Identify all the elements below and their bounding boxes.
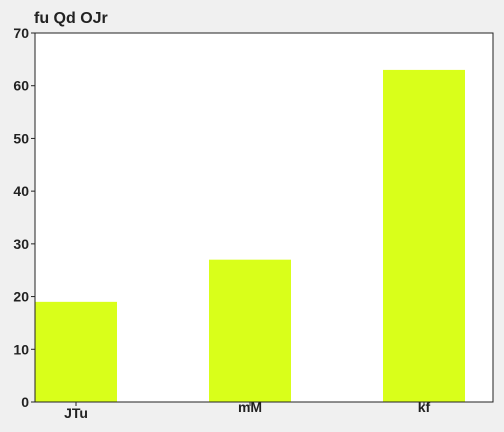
y-tick-label: 10 [13,341,29,357]
bar-series [35,69,465,403]
x-axis: JTu mM kf [64,399,430,421]
y-tick-label: 50 [13,130,29,146]
chart-title: fu Qd OJr [34,10,108,27]
y-tick-label: 30 [13,236,29,252]
y-tick-label: 0 [21,394,29,410]
x-tick-label: JTu [64,405,88,421]
bar-JTu [35,301,117,402]
y-tick-label: 70 [13,25,29,41]
y-tick-label: 20 [13,289,29,305]
bar-mM [209,259,291,402]
bar-kf [383,69,465,403]
x-tick-label: kf [418,399,431,415]
y-axis: 0 10 20 30 40 50 60 70 [13,25,35,410]
plot-frame [34,32,494,403]
y-tick-label: 40 [13,183,29,199]
y-tick-label: 60 [13,78,29,94]
x-tick-label: mM [238,399,262,415]
